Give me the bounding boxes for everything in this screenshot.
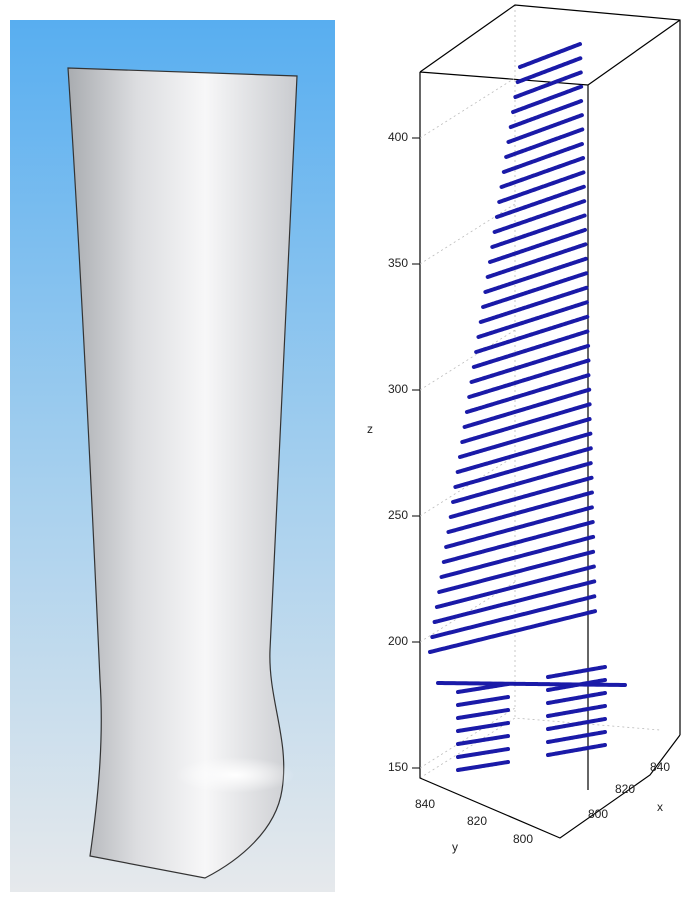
x-tick-label: 840 <box>650 760 670 774</box>
grid-line <box>420 204 515 264</box>
scatter-3d: z y x 400 350 300 250 200 150 840 820 800 800 820 8… <box>367 5 680 854</box>
scan-line <box>548 706 605 716</box>
scan-line <box>495 201 585 232</box>
y-tick-label: 820 <box>467 814 487 828</box>
scan-line <box>499 172 583 202</box>
scan-line <box>497 187 584 217</box>
scan-line <box>548 745 605 755</box>
scan-line <box>481 288 587 322</box>
scan-line <box>508 115 581 142</box>
grid-line <box>420 456 515 516</box>
scan-line <box>511 101 582 127</box>
figure: z y x 400 350 300 250 200 150 840 820 800 800 820 8… <box>0 0 685 917</box>
highlight <box>175 757 295 793</box>
scan-line <box>485 259 585 292</box>
y-axis-label: y <box>452 840 458 854</box>
scan-line <box>458 736 508 744</box>
z-tick-label: 200 <box>388 634 408 648</box>
grid-line <box>420 78 515 138</box>
scan-line <box>504 144 583 172</box>
scan-line <box>548 667 605 677</box>
z-tick-label: 350 <box>388 256 408 270</box>
z-tick-label: 300 <box>388 382 408 396</box>
scan-line <box>515 72 580 97</box>
x-axis-label: x <box>657 800 663 814</box>
scan-line <box>438 683 625 685</box>
x-tick-label: 800 <box>588 807 608 821</box>
scan-line <box>518 58 581 82</box>
scan-line <box>478 302 586 337</box>
plot-box <box>420 5 680 838</box>
scan-line <box>548 732 605 742</box>
scan-line <box>458 749 508 757</box>
z-tick-label: 400 <box>388 130 408 144</box>
scan-line <box>492 216 584 247</box>
scan-line <box>548 719 605 729</box>
x-tick-label: 820 <box>615 782 635 796</box>
scan-line <box>483 273 586 307</box>
z-tick-label: 250 <box>388 508 408 522</box>
y-tick-label: 800 <box>513 832 533 846</box>
scan-line <box>513 87 581 112</box>
scan-line <box>458 762 508 770</box>
scan-line <box>548 693 605 703</box>
scan-line <box>490 230 585 262</box>
y-tick-label: 840 <box>415 797 435 811</box>
scan-line <box>488 244 586 277</box>
scan-line <box>502 158 584 187</box>
scan-line <box>458 697 508 705</box>
z-axis-label: z <box>367 422 373 436</box>
blade-surface <box>68 68 297 878</box>
z-tick-label: 150 <box>388 760 408 774</box>
scan-line <box>506 129 582 157</box>
